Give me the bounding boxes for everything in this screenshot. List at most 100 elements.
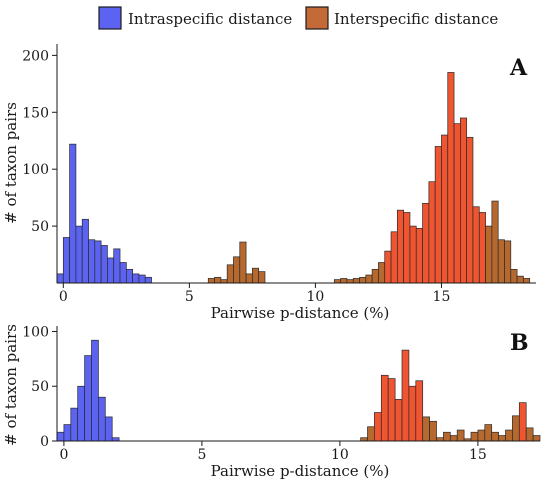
panel-b-bar-intra-7: [104, 416, 113, 442]
panel-b-bar-inter-12: [443, 431, 451, 442]
panel-b-bar-inter-20: [498, 435, 506, 442]
panel-b-bar-intra-1: [63, 424, 72, 442]
panel-a-bar-inter-12: [352, 278, 360, 284]
panel-b-y-tick-label-0: 0: [40, 434, 49, 450]
panel-a-bar-intra-11: [125, 268, 133, 284]
panel-b-y-axis-label: # of taxon pairs: [2, 324, 20, 446]
panel-a-y-axis-label: # of taxon pairs: [2, 102, 20, 224]
panel-a-bars: [56, 72, 531, 284]
panel-a-bar-inter-14: [365, 274, 373, 284]
panel-a-bar-inter-11: [346, 279, 354, 284]
panel-a-bar-inter-37: [510, 268, 518, 284]
panel-b-bar-intra-3: [77, 385, 85, 442]
panel-b-bar-inter-3: [380, 374, 389, 442]
panel-b-bar-inter-18: [484, 424, 493, 442]
panel-a-bar-inter-10: [340, 278, 348, 284]
panel-a-bar-intra-5: [88, 239, 96, 284]
panel-a-bar-inter-7: [252, 267, 260, 284]
panel-a-y-tick-label-1: 100: [22, 162, 49, 178]
panel-a-bar-inter-5: [239, 241, 247, 284]
panel-b-bar-inter-19: [491, 431, 499, 442]
panel-a-bar-inter-6: [245, 273, 253, 284]
panel-a-bar-inter-27: [447, 72, 455, 284]
panel-a-bar-inter-0: [207, 278, 215, 284]
panel-a: 0 5 10 15 50 100 150 200 Pairwise p-distance (%…: [2, 44, 536, 322]
panel-a-bar-inter-24: [428, 181, 436, 284]
panel-a-bar-intra-13: [138, 274, 146, 284]
panel-b-bar-intra-4: [84, 355, 92, 442]
legend: Intraspecific distance Interspecific dis…: [98, 6, 498, 30]
panel-a-bar-intra-8: [107, 257, 115, 284]
panel-a-bar-inter-1: [214, 276, 222, 284]
panel-b-x-axis-label: Pairwise p-distance (%): [211, 462, 390, 480]
panel-a-bar-inter-26: [441, 134, 449, 284]
panel-a-bar-inter-4: [233, 256, 241, 284]
panel-a-bar-inter-21: [409, 225, 417, 284]
panel-a-bar-inter-9: [333, 279, 341, 284]
panel-a-bar-intra-10: [119, 262, 127, 284]
panel-a-bar-inter-30: [466, 136, 474, 284]
legend-label-intraspecific: Intraspecific distance: [128, 10, 292, 28]
panel-a-bar-intra-2: [69, 143, 77, 284]
panel-a-bar-inter-28: [453, 123, 461, 284]
panel-a-bar-inter-16: [378, 262, 386, 284]
panel-a-bar-inter-20: [403, 212, 411, 284]
panel-a-bar-inter-29: [460, 117, 468, 284]
panel-b-x-tick-label-1: 5: [197, 447, 206, 463]
panel-b-bar-inter-9: [422, 416, 430, 442]
panel-a-x-tick-label-2: 10: [306, 289, 324, 305]
panel-a-label: A: [509, 55, 528, 81]
panel-a-x-axis-label: Pairwise p-distance (%): [211, 304, 390, 322]
panel-a-bar-inter-25: [434, 146, 442, 284]
panel-b-bar-inter-22: [512, 415, 520, 442]
panel-a-y-tick-label-0: 50: [31, 219, 49, 235]
panel-b-ticks: 0 5 10 15 0 50 100: [22, 324, 487, 463]
legend-label-interspecific: Interspecific distance: [334, 10, 498, 28]
panel-b-bar-inter-14: [456, 429, 465, 442]
panel-a-bar-intra-4: [81, 218, 89, 284]
panel-a-bar-inter-18: [390, 231, 398, 284]
panel-a-y-tick-label-3: 200: [22, 48, 49, 64]
panel-b-bar-intra-2: [70, 407, 79, 442]
panel-b-y-tick-label-2: 100: [22, 324, 49, 340]
panel-b-bar-inter-23: [518, 402, 527, 442]
panel-b-label: B: [510, 330, 529, 356]
panel-b-bar-inter-13: [449, 435, 458, 442]
panel-b-bar-intra-0: [56, 431, 65, 442]
panel-b-x-tick-label-3: 15: [469, 447, 487, 463]
panel-a-x-tick-label-0: 0: [59, 289, 68, 305]
panel-a-bar-inter-23: [422, 202, 430, 284]
legend-swatch-interspecific: [305, 6, 329, 30]
panel-a-bar-intra-9: [113, 248, 121, 284]
panel-a-bar-inter-3: [226, 264, 234, 284]
panel-a-bar-inter-19: [396, 209, 404, 284]
panel-a-bar-inter-39: [523, 278, 531, 284]
panel-a-x-tick-label-3: 15: [433, 289, 451, 305]
panel-b-bar-inter-8: [415, 380, 424, 442]
panel-b-bar-inter-17: [477, 429, 486, 442]
panel-a-bar-inter-36: [504, 240, 512, 284]
legend-swatch-intraspecific: [98, 6, 122, 30]
panel-b-bar-inter-25: [532, 435, 541, 442]
panel-b-bar-inter-5: [394, 399, 403, 442]
panel-b-x-tick-label-2: 10: [331, 447, 349, 463]
panel-a-bar-inter-17: [384, 250, 392, 284]
panel-a-bar-inter-35: [497, 239, 505, 284]
panel-a-ticks: 0 5 10 15 50 100 150 200: [22, 48, 450, 305]
panel-b-bar-inter-7: [408, 385, 417, 442]
panel-b-bar-inter-4: [387, 378, 396, 442]
panel-a-bar-intra-3: [75, 225, 83, 284]
panel-a-bar-inter-31: [472, 206, 480, 284]
panel-b-bar-inter-2: [374, 412, 382, 442]
panel-b-bar-inter-6: [401, 349, 410, 442]
panel-a-bar-intra-14: [144, 276, 152, 284]
panel-b-bar-inter-10: [429, 420, 437, 442]
panel-a-bar-inter-38: [516, 275, 524, 284]
panel-a-bar-intra-7: [100, 245, 108, 284]
panel-b-bars: [56, 339, 541, 442]
panel-a-y-tick-label-2: 150: [22, 105, 49, 121]
panel-a-bar-inter-33: [485, 225, 493, 284]
panel-a-bar-intra-0: [56, 273, 64, 284]
panel-b-x-tick-label-0: 0: [59, 447, 68, 463]
